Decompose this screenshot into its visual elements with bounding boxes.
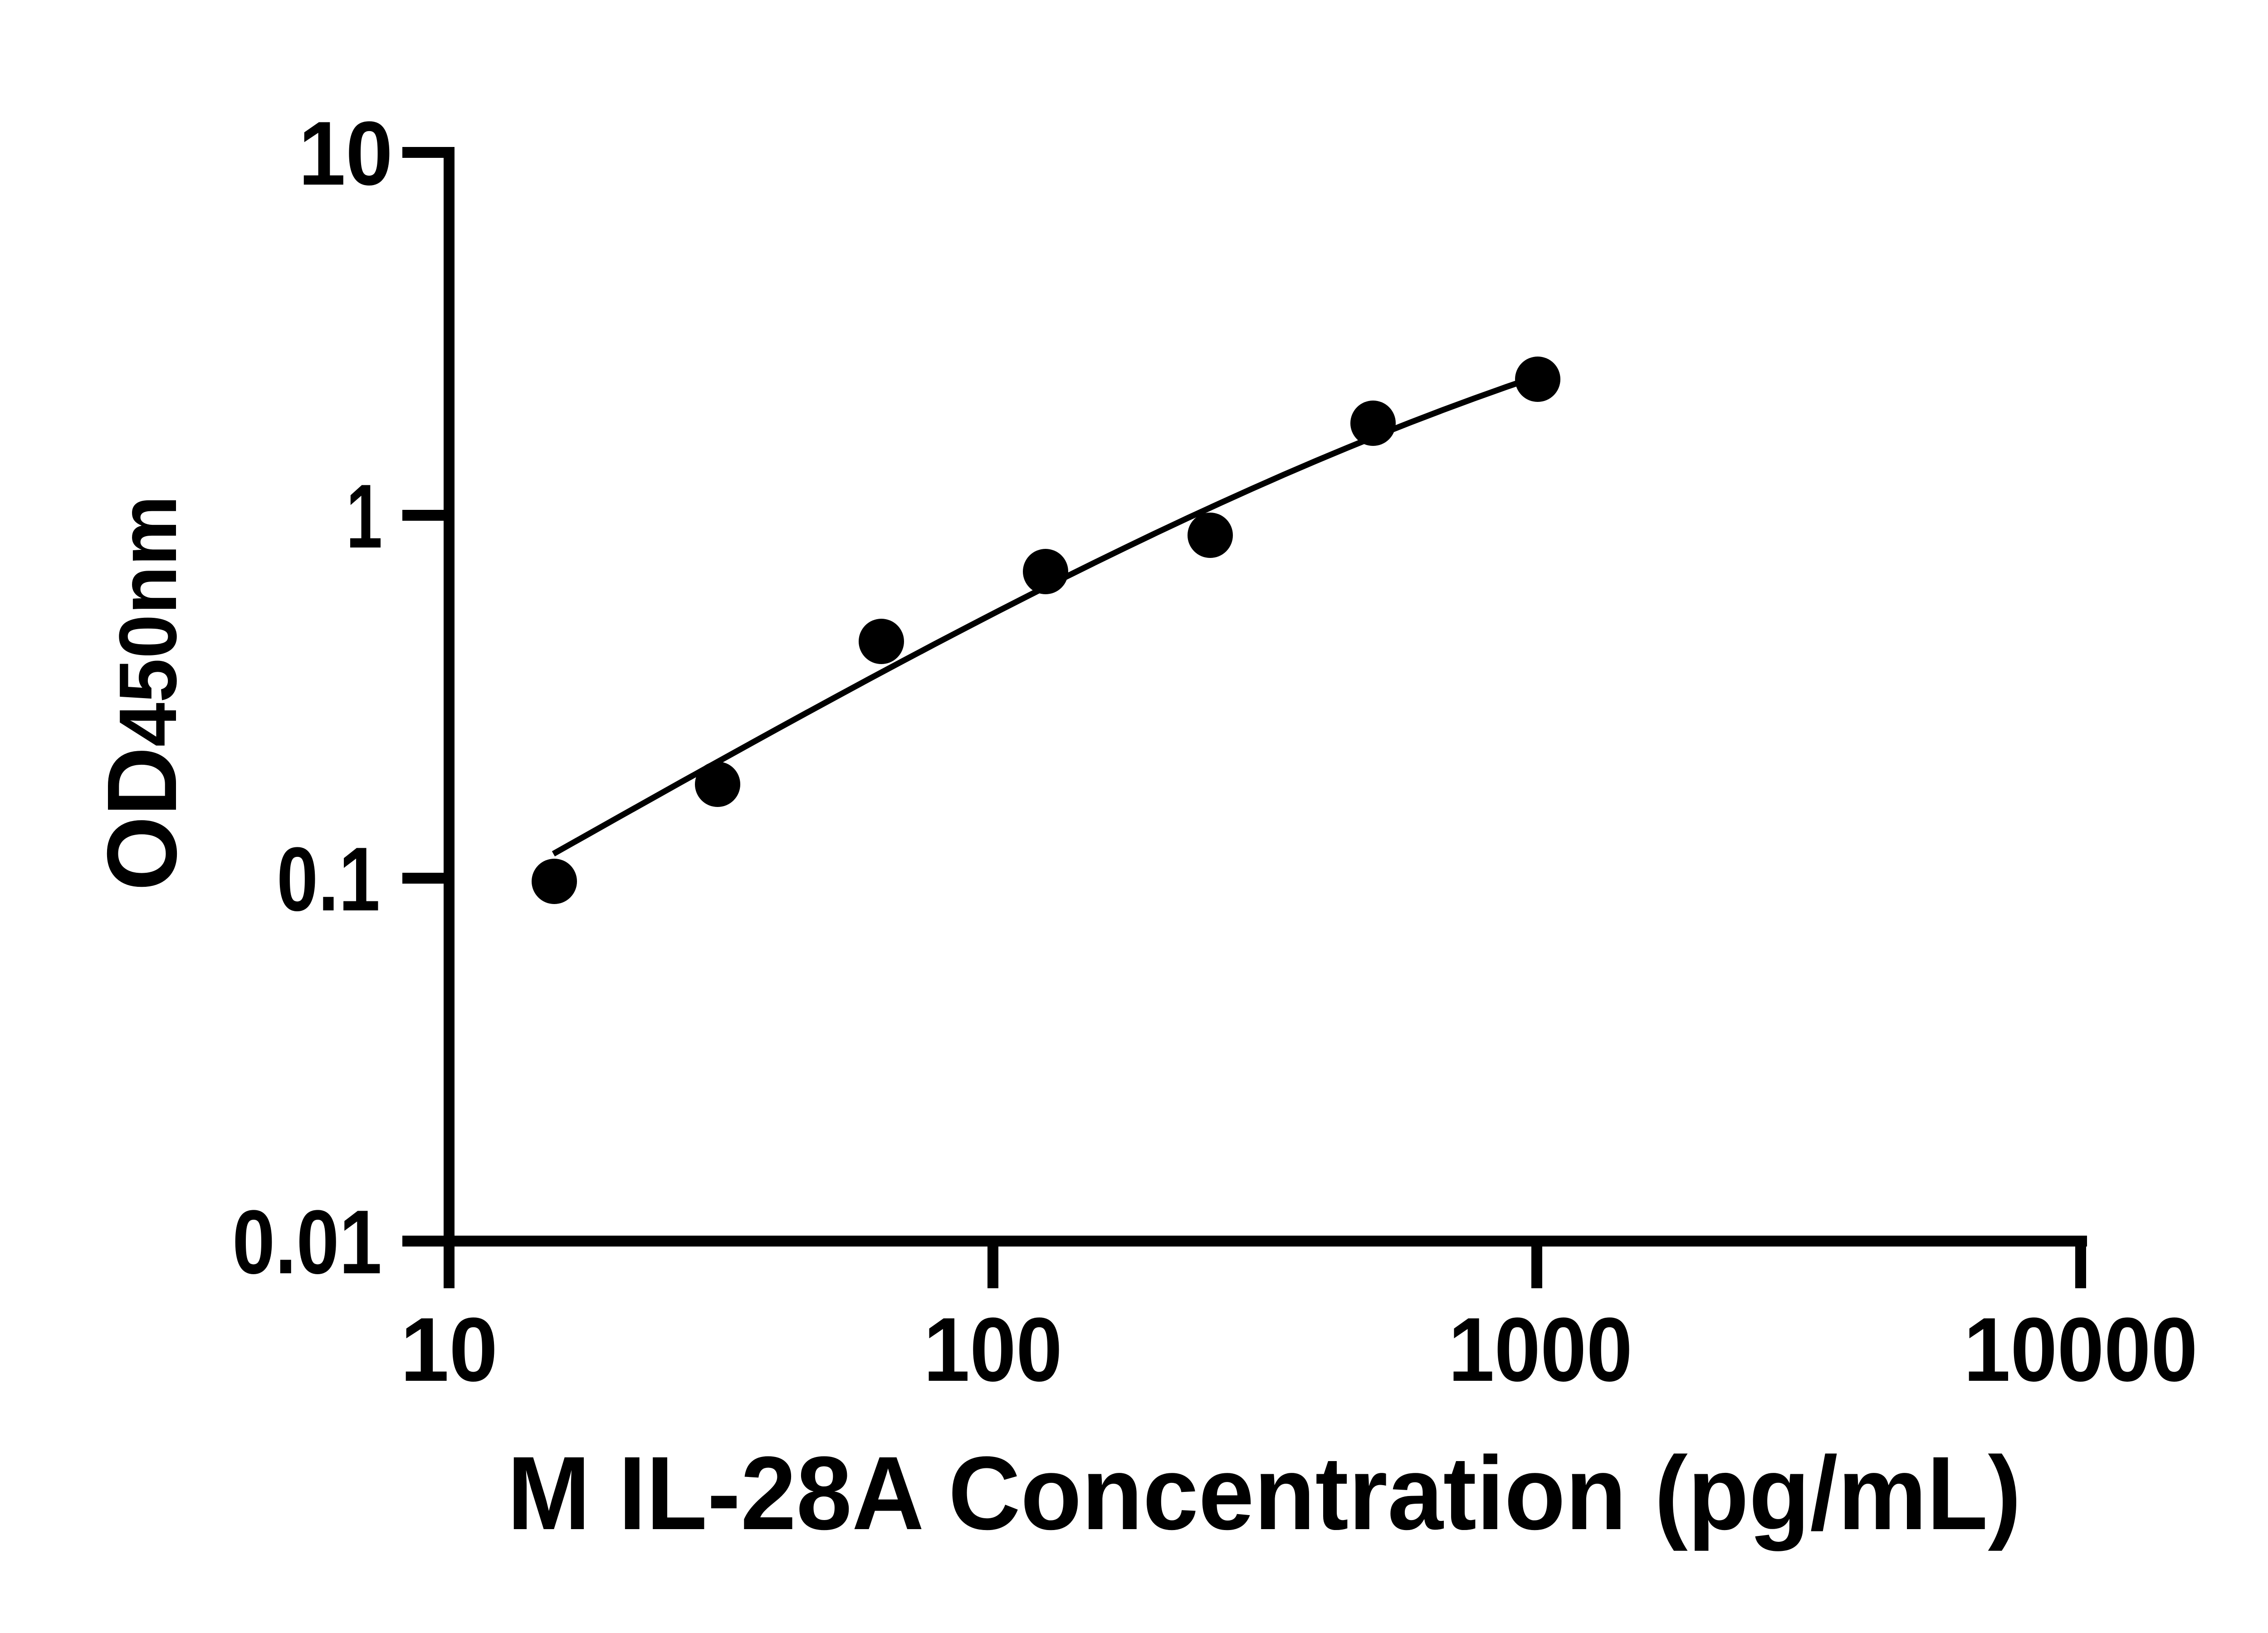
svg-text:0.1: 0.1 xyxy=(277,829,380,930)
svg-text:M IL-28A Concentration (pg/mL): M IL-28A Concentration (pg/mL) xyxy=(507,1435,2021,1551)
svg-text:0.01: 0.01 xyxy=(232,1192,382,1293)
svg-text:10000: 10000 xyxy=(1964,1299,2198,1400)
svg-text:OD450nm: OD450nm xyxy=(87,495,197,891)
svg-text:1000: 1000 xyxy=(1448,1299,1633,1400)
svg-text:1: 1 xyxy=(346,466,382,567)
svg-text:10: 10 xyxy=(298,103,393,204)
svg-text:100: 100 xyxy=(924,1299,1062,1400)
svg-text:10: 10 xyxy=(401,1299,498,1400)
